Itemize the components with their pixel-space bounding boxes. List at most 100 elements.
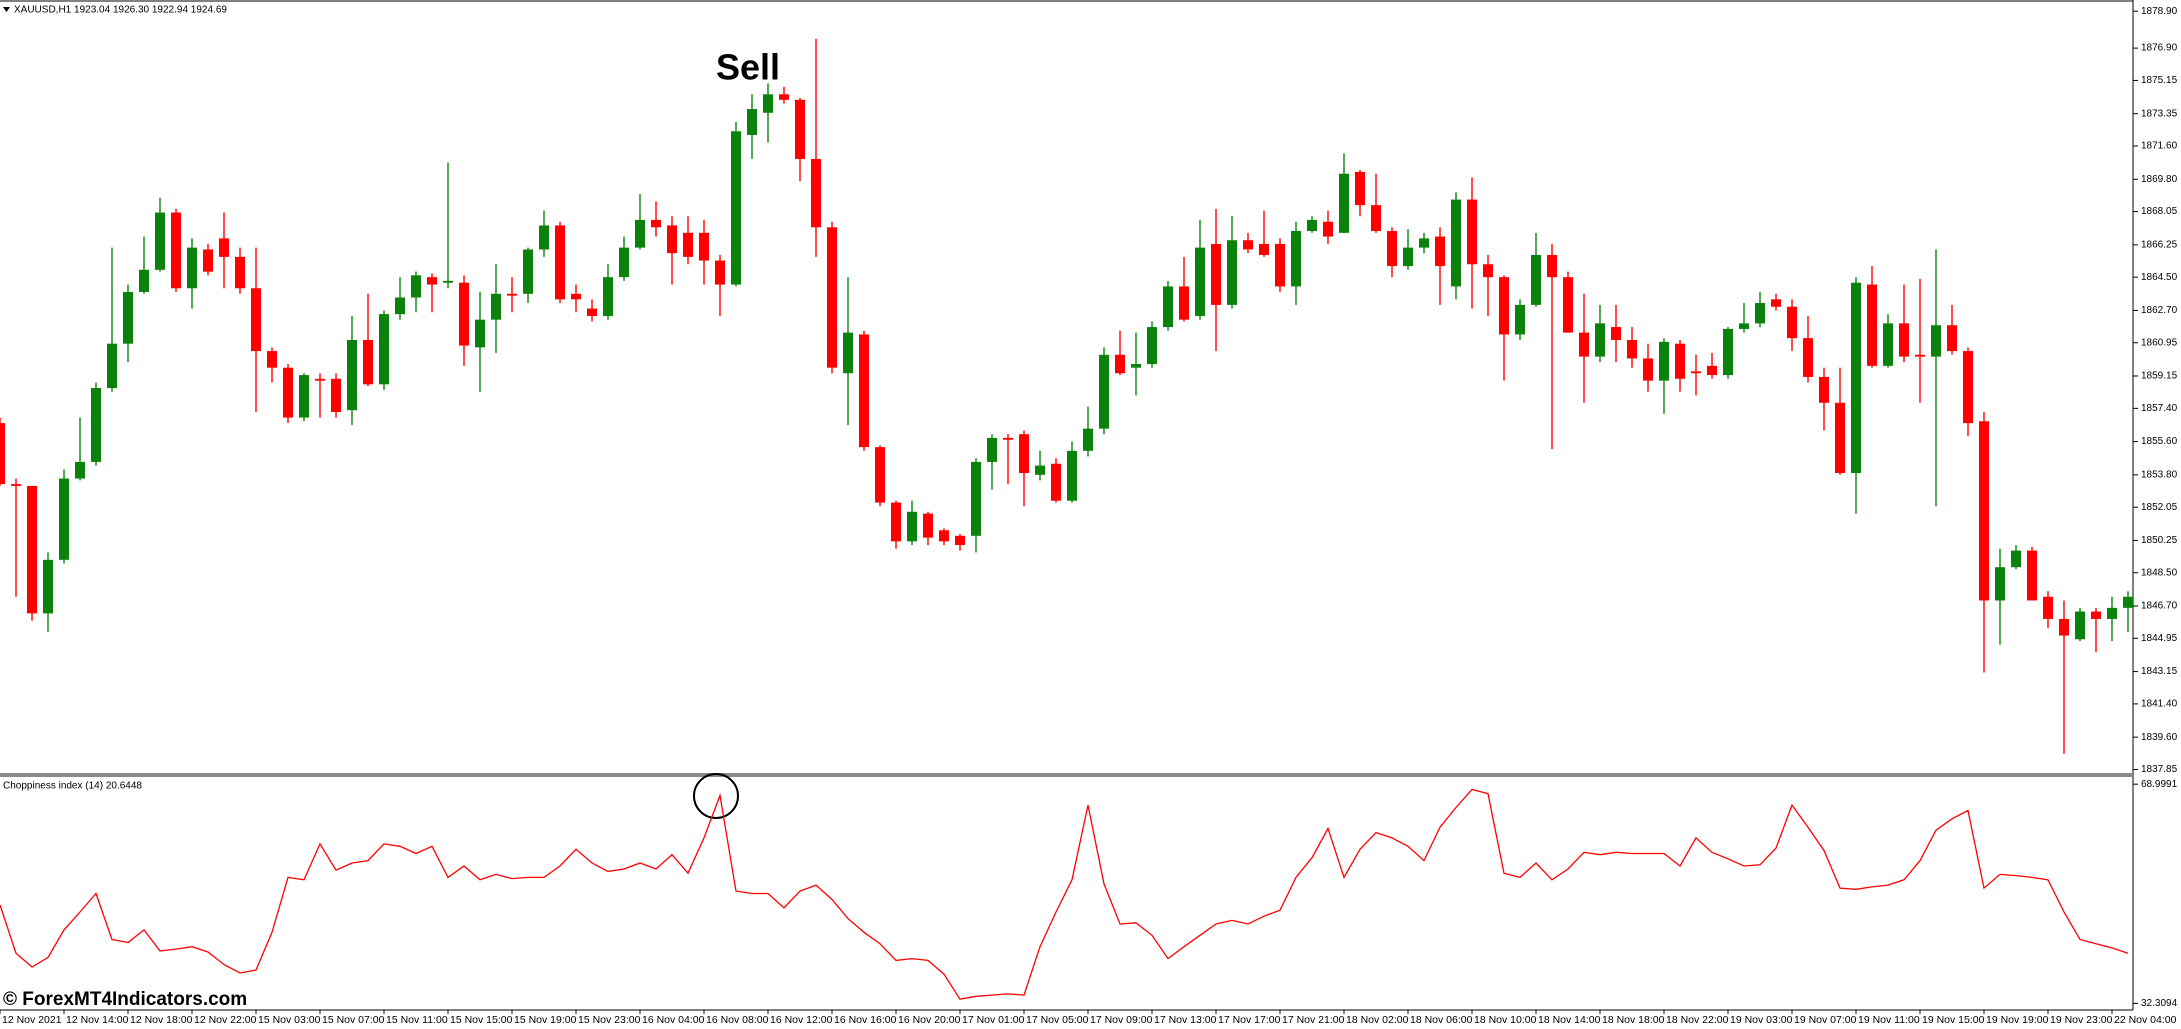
x-tick-label: 18 Nov 22:00 bbox=[1666, 1014, 1729, 1026]
indicator-line bbox=[0, 788, 2129, 1000]
x-tick-label: 17 Nov 13:00 bbox=[1154, 1014, 1217, 1026]
candle-body bbox=[1531, 255, 1541, 305]
candle-body bbox=[1659, 341, 1669, 381]
candle-body bbox=[1675, 343, 1685, 379]
x-tick-label: 16 Nov 04:00 bbox=[642, 1014, 705, 1026]
candle-body bbox=[1483, 264, 1493, 278]
candle-body bbox=[1307, 219, 1317, 231]
candle-body bbox=[1595, 323, 1605, 357]
x-tick-label: 16 Nov 20:00 bbox=[898, 1014, 961, 1026]
x-tick-label: 19 Nov 15:00 bbox=[1922, 1014, 1985, 1026]
x-tick-label: 15 Nov 15:00 bbox=[450, 1014, 513, 1026]
candle-body bbox=[107, 343, 117, 389]
candle-body bbox=[1019, 434, 1029, 473]
candle-body bbox=[827, 227, 837, 368]
candle-body bbox=[699, 232, 709, 261]
candle-body bbox=[587, 308, 597, 316]
candle-body bbox=[1403, 247, 1413, 267]
candle-body bbox=[443, 280, 453, 283]
candle-body bbox=[1275, 243, 1285, 287]
y-tick-label: 1853.80 bbox=[2141, 469, 2178, 480]
candle-body bbox=[1883, 323, 1893, 366]
candle-body bbox=[187, 247, 197, 289]
y-tick-label: 1866.25 bbox=[2141, 239, 2178, 250]
candle-body bbox=[1995, 567, 2005, 601]
candle-body bbox=[779, 94, 789, 100]
candle-body bbox=[91, 388, 101, 462]
candle-body bbox=[1083, 428, 1093, 451]
x-tick-label: 16 Nov 12:00 bbox=[770, 1014, 833, 1026]
candle-body bbox=[2075, 611, 2085, 640]
y-tick-label: 1857.40 bbox=[2141, 403, 2178, 414]
candle-body bbox=[1515, 304, 1525, 335]
candle-body bbox=[1035, 465, 1045, 475]
x-tick-label: 12 Nov 14:00 bbox=[66, 1014, 129, 1026]
candle-body bbox=[11, 484, 21, 486]
candle-body bbox=[1387, 230, 1397, 267]
x-tick-label: 16 Nov 16:00 bbox=[834, 1014, 897, 1026]
x-tick-label: 19 Nov 23:00 bbox=[2050, 1014, 2113, 1026]
candle-body bbox=[2059, 618, 2069, 636]
y-tick-label: 1843.15 bbox=[2141, 666, 2178, 677]
y-tick-label: 1862.70 bbox=[2141, 305, 2178, 316]
x-tick-label: 12 Nov 2021 bbox=[2, 1014, 62, 1026]
x-tick-label: 12 Nov 18:00 bbox=[130, 1014, 193, 1026]
candle-body bbox=[203, 249, 213, 272]
candle-body bbox=[859, 334, 869, 448]
y-tick-label: 1846.70 bbox=[2141, 601, 2178, 612]
y-tick-label: 1873.35 bbox=[2141, 108, 2178, 119]
x-tick-label: 18 Nov 10:00 bbox=[1474, 1014, 1537, 1026]
candle-body bbox=[1819, 376, 1829, 403]
candle-body bbox=[27, 485, 37, 614]
candle-body bbox=[1051, 463, 1061, 501]
y-tick-label: 32.3094 bbox=[2141, 998, 2178, 1009]
x-tick-label: 19 Nov 11:00 bbox=[1858, 1014, 1920, 1026]
candle-body bbox=[1323, 221, 1333, 237]
y-tick-label: 1878.90 bbox=[2141, 6, 2178, 17]
candle-body bbox=[0, 423, 5, 485]
y-tick-label: 1859.15 bbox=[2141, 371, 2178, 382]
candle-body bbox=[411, 275, 421, 298]
x-tick-label: 17 Nov 17:00 bbox=[1218, 1014, 1281, 1026]
candle-body bbox=[2011, 550, 2021, 568]
candle-body bbox=[1867, 284, 1877, 366]
x-tick-label: 19 Nov 03:00 bbox=[1730, 1014, 1793, 1026]
candle-body bbox=[971, 461, 981, 536]
candle-body bbox=[2027, 550, 2037, 601]
candle-body bbox=[843, 332, 853, 374]
candle-body bbox=[1611, 327, 1621, 340]
x-tick-label: 17 Nov 21:00 bbox=[1282, 1014, 1345, 1026]
candle-body bbox=[795, 99, 805, 159]
candle-body bbox=[955, 535, 965, 546]
candle-body bbox=[1707, 365, 1717, 376]
candle-body bbox=[811, 158, 821, 228]
candle-body bbox=[891, 502, 901, 542]
candle-body bbox=[571, 293, 581, 300]
candle-body bbox=[315, 378, 325, 381]
x-tick-label: 18 Nov 06:00 bbox=[1410, 1014, 1473, 1026]
indicator-title: Choppiness index (14) 20.6448 bbox=[3, 781, 142, 792]
candle-body bbox=[1803, 338, 1813, 377]
candle-body bbox=[299, 375, 309, 418]
candle-body bbox=[59, 478, 69, 560]
candle-body bbox=[667, 225, 677, 254]
candle-body bbox=[1419, 238, 1429, 248]
candle-body bbox=[1259, 243, 1269, 256]
candle-body bbox=[139, 269, 149, 292]
candle-body bbox=[1547, 255, 1557, 278]
candle-body bbox=[1435, 236, 1445, 267]
y-tick-label: 1875.15 bbox=[2141, 75, 2178, 86]
candle-body bbox=[2043, 596, 2053, 619]
candle-body bbox=[1787, 306, 1797, 339]
candle-body bbox=[1947, 325, 1957, 352]
y-tick-label: 1871.60 bbox=[2141, 141, 2178, 152]
candle-body bbox=[1963, 351, 1973, 424]
candle-body bbox=[923, 513, 933, 538]
y-tick-label: 1855.60 bbox=[2141, 436, 2178, 447]
y-tick-label: 1848.50 bbox=[2141, 567, 2178, 578]
candle-body bbox=[395, 297, 405, 315]
candle-body bbox=[651, 219, 661, 228]
candle-body bbox=[1195, 247, 1205, 316]
